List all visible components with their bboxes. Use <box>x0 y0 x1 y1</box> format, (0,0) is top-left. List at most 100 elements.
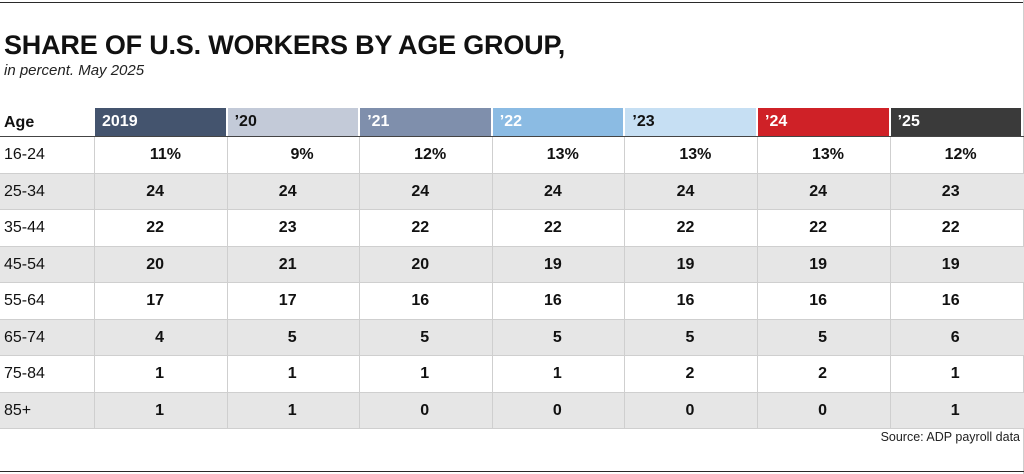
table-row: 25-34 24 24 24 24 24 24 23 <box>0 173 1024 210</box>
column-divider <box>491 137 493 173</box>
column-divider <box>889 356 891 392</box>
row-label: 16-24 <box>4 146 45 163</box>
table-cell: 21 <box>278 255 297 273</box>
column-divider <box>889 210 891 246</box>
table-cell: 13% <box>679 146 712 163</box>
column-divider <box>624 319 626 355</box>
column-divider <box>226 173 228 209</box>
column-divider <box>491 392 493 428</box>
column-divider <box>889 246 891 282</box>
table-cell: 1 <box>287 401 297 419</box>
table-row: 85+ 1 1 0 0 0 0 1 <box>0 392 1024 429</box>
column-header-3: ’22 <box>492 108 624 136</box>
table-cell: 1 <box>552 365 562 382</box>
column-header-6: ’25 <box>890 108 1022 136</box>
table-cell: 20 <box>411 255 430 273</box>
column-divider <box>757 356 758 392</box>
table-cell: 0 <box>685 401 695 419</box>
table-cell: 19 <box>676 255 695 273</box>
table-cell: 17 <box>278 292 297 309</box>
table-cell: 24 <box>146 182 164 200</box>
column-divider <box>94 392 95 428</box>
table-cell: 1 <box>950 401 960 419</box>
column-divider <box>226 246 228 282</box>
table-cell: 5 <box>552 328 562 346</box>
table-cell: 23 <box>278 219 297 236</box>
table-cell: 23 <box>941 182 960 200</box>
column-divider <box>359 246 361 282</box>
table-cell: 24 <box>676 182 695 200</box>
table-body: 16-24 11% 9% 12% 13% 13% 13% 12% 25-34 24 24 24 24 24… <box>0 137 1024 429</box>
table-cell: 5 <box>685 328 695 346</box>
column-header-4: ’23 <box>625 108 756 136</box>
column-header-1: ’20 <box>227 108 359 136</box>
column-divider <box>491 210 493 246</box>
column-header-2: ’21 <box>360 108 491 136</box>
table-cell: 0 <box>552 401 562 419</box>
column-divider <box>359 210 361 246</box>
table-cell: 16 <box>544 292 562 309</box>
table-cell: 19 <box>941 255 960 273</box>
source-note: Source: ADP payroll data <box>880 430 1020 444</box>
table-cell: 11% <box>149 146 181 163</box>
row-label: 35-44 <box>4 219 45 236</box>
table-cell: 22 <box>809 219 827 236</box>
column-divider <box>491 319 493 355</box>
table-cell: 5 <box>818 328 827 346</box>
row-label: 65-74 <box>4 328 45 346</box>
column-divider <box>624 137 626 173</box>
table-row: 45-54 20 21 20 19 19 19 19 <box>0 246 1024 283</box>
table-cell: 0 <box>420 401 430 419</box>
column-divider <box>624 283 626 319</box>
table-cell: 22 <box>544 219 562 236</box>
column-divider <box>359 283 361 319</box>
column-divider <box>359 356 361 392</box>
column-divider <box>757 210 758 246</box>
table-row: 35-44 22 23 22 22 22 22 22 <box>0 210 1024 247</box>
chart-title: SHARE OF U.S. WORKERS BY AGE GROUP, <box>4 30 566 60</box>
table-cell: 16 <box>676 292 695 309</box>
column-divider <box>359 392 361 428</box>
table-row: 16-24 11% 9% 12% 13% 13% 13% 12% <box>0 137 1024 174</box>
table-cell: 12% <box>414 146 447 163</box>
table-cell: 22 <box>676 219 695 236</box>
column-divider <box>889 283 891 319</box>
column-divider <box>624 356 626 392</box>
column-divider <box>94 173 95 209</box>
column-divider <box>359 319 361 355</box>
column-divider <box>94 283 95 319</box>
table-cell: 16 <box>809 292 827 309</box>
row-label: 85+ <box>4 401 32 419</box>
column-divider <box>889 392 891 428</box>
row-label: 75-84 <box>4 365 45 382</box>
column-divider <box>757 392 758 428</box>
table-cell: 2 <box>818 365 827 382</box>
column-divider <box>624 392 626 428</box>
column-divider <box>624 246 626 282</box>
table-cell: 9% <box>290 146 314 163</box>
column-divider <box>226 356 228 392</box>
column-divider <box>491 173 493 209</box>
table-cell: 24 <box>809 182 827 200</box>
column-divider <box>889 173 891 209</box>
table-row: 75-84 1 1 1 1 2 2 1 <box>0 356 1024 393</box>
table-cell: 22 <box>146 219 164 236</box>
table-cell: 22 <box>411 219 430 236</box>
bottom-rule <box>0 471 1024 472</box>
column-divider <box>624 210 626 246</box>
table-row: 55-64 17 17 16 16 16 16 16 <box>0 283 1024 320</box>
table-cell: 1 <box>287 365 297 382</box>
column-divider <box>226 319 228 355</box>
chart-subtitle: in percent. May 2025 <box>4 62 145 79</box>
table-cell: 1 <box>420 365 430 382</box>
table-cell: 5 <box>420 328 430 346</box>
table-cell: 12% <box>944 146 977 163</box>
table-cell: 13% <box>546 146 579 163</box>
row-label: 25-34 <box>4 182 45 200</box>
table-cell: 19 <box>809 255 827 273</box>
table-cell: 0 <box>818 401 827 419</box>
column-divider <box>359 173 361 209</box>
column-divider <box>94 210 95 246</box>
column-divider <box>491 283 493 319</box>
column-divider <box>624 173 626 209</box>
